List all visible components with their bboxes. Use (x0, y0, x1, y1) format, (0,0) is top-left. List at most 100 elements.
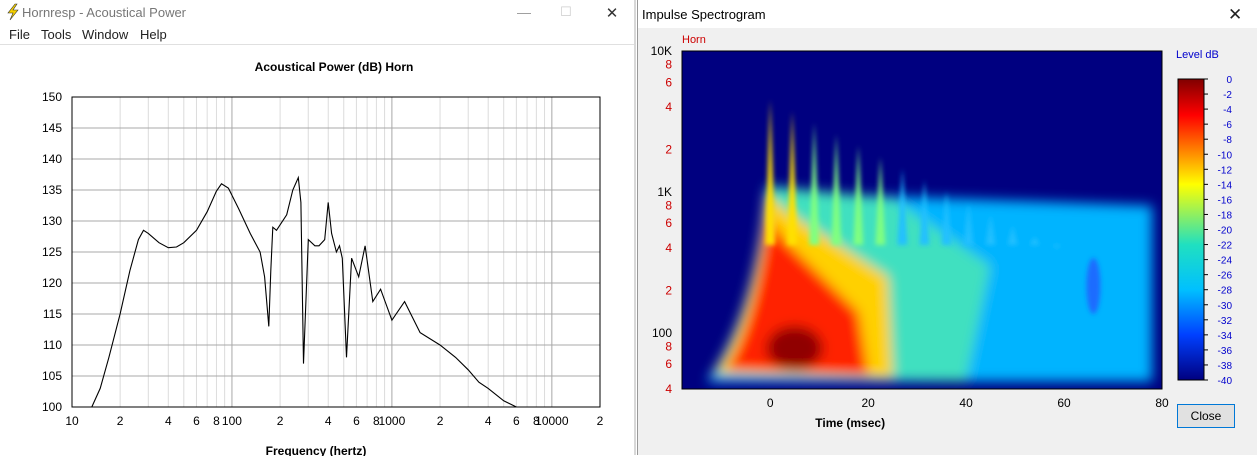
colorbar-label: -26 (1218, 271, 1233, 282)
x-tick-label: 4 (485, 414, 492, 428)
window-title: Impulse Spectrogram (642, 7, 766, 22)
spectrogram-image (706, 99, 1153, 382)
plot-frame (681, 50, 1163, 390)
y-tick-label: 10K (651, 44, 672, 58)
colorbar-label: 0 (1226, 75, 1232, 86)
menu-bar: File Tools Window Help (0, 24, 636, 44)
late-energy-blob (1086, 258, 1101, 315)
close-icon[interactable]: ✕ (1228, 5, 1243, 24)
window-title: Hornresp - Acoustical Power (22, 5, 187, 20)
x-tick-label: 6 (353, 414, 360, 428)
colorbar-label: -20 (1218, 226, 1233, 237)
spike-layer (765, 99, 1101, 315)
x-tick-label: 2 (597, 414, 604, 428)
x-tick-label: 8 (373, 414, 380, 428)
x-tick-label: 0 (767, 396, 774, 410)
decay-spike (1029, 236, 1040, 246)
x-tick-label: 20 (861, 396, 875, 410)
x-tick-label: 8 (533, 414, 540, 428)
menu-tools[interactable]: Tools (41, 27, 72, 42)
y-tick-label: 8 (665, 340, 672, 354)
colorbar-label: -2 (1223, 90, 1232, 101)
y-tick-label: 145 (42, 121, 62, 135)
colorbar-label: -16 (1218, 195, 1233, 206)
y-tick-label: 100 (42, 400, 62, 414)
acoustical-power-chart: Acoustical Power (dB) Horn 150 145 140 135 13… (42, 60, 604, 456)
y-tick-label: 8 (665, 199, 672, 213)
y-tick-label: 6 (665, 75, 672, 89)
x-tick-label: 80 (1155, 396, 1169, 410)
y-tick-label: 6 (665, 357, 672, 371)
colorbar-label: -22 (1218, 241, 1233, 252)
colorbar-label: -30 (1218, 301, 1233, 312)
colorbar-label: -28 (1218, 286, 1233, 297)
menu-window[interactable]: Window (82, 27, 129, 42)
x-axis-label: Time (msec) (815, 416, 885, 430)
y-tick-label: 6 (665, 216, 672, 230)
decay-spike (985, 213, 996, 246)
x-tick-label: 2 (277, 414, 284, 428)
close-icon[interactable]: ✕ (605, 5, 619, 22)
y-tick-label: 100 (652, 326, 672, 340)
y-tick-label: 120 (42, 276, 62, 290)
colorbar-label: -24 (1218, 256, 1233, 267)
decay-spike (941, 191, 952, 246)
x-tick-label: 4 (325, 414, 332, 428)
x-tick-label: 10 (65, 414, 79, 428)
y-tick-label: 130 (42, 214, 62, 228)
y-tick-label: 140 (42, 152, 62, 166)
y-tick-label: 8 (665, 58, 672, 72)
colorbar-label: -34 (1218, 331, 1233, 342)
lightning-icon (7, 3, 19, 21)
title-bar[interactable]: Impulse Spectrogram ✕ (638, 0, 1257, 28)
colorbar-label: -18 (1218, 210, 1233, 221)
x-tick-label: 60 (1057, 396, 1071, 410)
x-tick-label: 6 (193, 414, 200, 428)
x-tick-label: 8 (213, 414, 220, 428)
maximize-icon[interactable]: ☐ (560, 4, 572, 19)
colorbar-label: -14 (1218, 180, 1233, 191)
y-tick-label: 150 (42, 90, 62, 104)
y-tick-label: 135 (42, 183, 62, 197)
decay-spike (1051, 245, 1062, 249)
colorbar-label: -40 (1218, 376, 1233, 387)
y-tick-label: 105 (42, 369, 62, 383)
energy-core (766, 326, 823, 371)
title-bar[interactable]: Hornresp - Acoustical Power — ☐ ✕ (0, 0, 636, 24)
x-tick-label: 10000 (535, 414, 569, 428)
y-tick-label: 4 (665, 241, 672, 255)
colorbar-label: -6 (1223, 120, 1232, 131)
colorbar-label: -10 (1218, 150, 1233, 161)
close-button[interactable]: Close (1177, 404, 1235, 428)
colorbar-label: -12 (1218, 165, 1233, 176)
decay-spike (919, 179, 930, 246)
impulse-spectrogram-window: Impulse Spectrogram ✕ Horn 10K 8 6 4 2 1K 8 6 4 2 1… (637, 0, 1257, 455)
decay-spike (831, 134, 842, 246)
colorbar-label: -32 (1218, 316, 1233, 327)
x-tick-label: 2 (437, 414, 444, 428)
y-tick-label: 125 (42, 245, 62, 259)
chart-title: Acoustical Power (dB) Horn (255, 60, 414, 74)
minimize-icon[interactable]: — (517, 4, 531, 20)
y-tick-label: 4 (665, 382, 672, 396)
series-label: Horn (682, 34, 706, 46)
y-tick-label: 110 (43, 338, 62, 352)
y-tick-label: 1K (657, 185, 672, 199)
colorbar-label: -4 (1223, 105, 1232, 116)
menu-help[interactable]: Help (140, 27, 167, 42)
y-tick-label: 115 (43, 307, 62, 321)
decay-spike (875, 156, 886, 246)
x-tick-label: 2 (117, 414, 124, 428)
menu-file[interactable]: File (9, 27, 30, 42)
x-tick-label: 100 (222, 414, 242, 428)
window-divider (634, 0, 636, 455)
hornresp-window: Hornresp - Acoustical Power — ☐ ✕ File T… (0, 0, 636, 456)
plot-frame (71, 96, 601, 408)
x-tick-label: 1000 (379, 414, 406, 428)
x-tick-label: 40 (959, 396, 973, 410)
x-axis-label: Frequency (hertz) (266, 444, 367, 456)
chart-area: Acoustical Power (dB) Horn 150 145 140 135 13… (0, 44, 636, 456)
colorbar (1177, 78, 1205, 381)
x-tick-label: 4 (165, 414, 172, 428)
